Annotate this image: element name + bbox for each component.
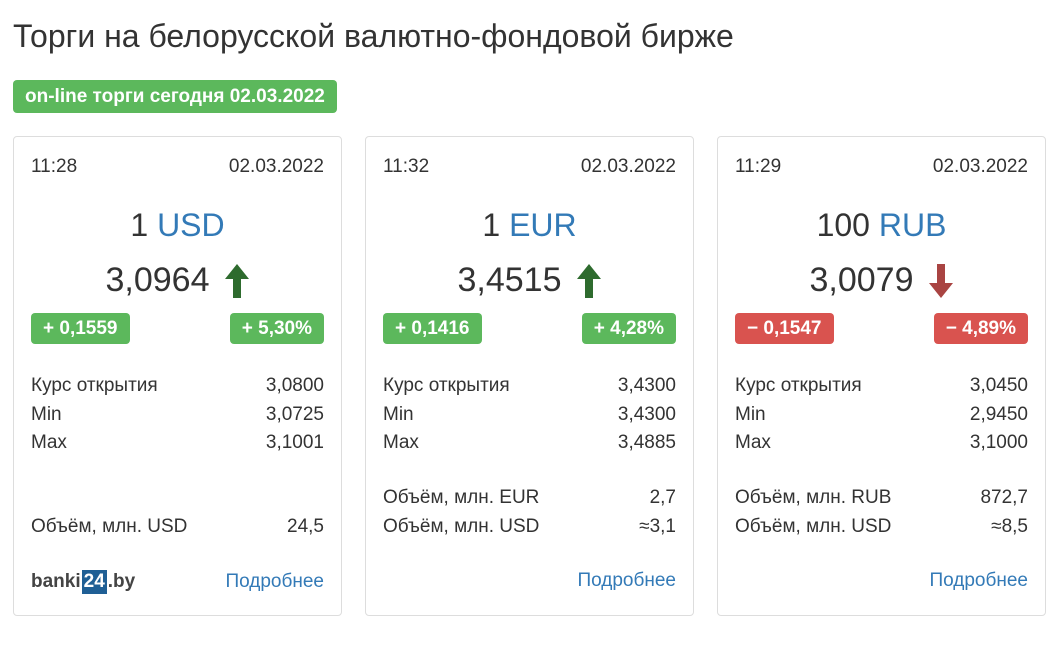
change-row: − 0,1547 − 4,89% <box>735 313 1028 344</box>
details-link-eur[interactable]: Подробнее <box>577 570 676 591</box>
card-footer: Подробнее <box>735 570 1028 592</box>
change-absolute-badge: + 0,1416 <box>383 313 482 344</box>
currency-card-rub: 11:29 02.03.2022 100 RUB 3,0079 − 0,1547… <box>717 136 1046 616</box>
card-date: 02.03.2022 <box>580 156 676 177</box>
stats-list: Курс открытия 3,4300 Min 3,4300 Max 3,48… <box>383 372 676 458</box>
stat-value: 3,0725 <box>265 403 324 425</box>
card-date: 02.03.2022 <box>932 156 1028 177</box>
stat-row-min: Min 3,0725 <box>31 401 324 430</box>
card-date: 02.03.2022 <box>228 156 324 177</box>
card-time: 11:28 <box>31 156 78 177</box>
volumes-list: Объём, млн. EUR 2,7 Объём, млн. USD ≈3,1 <box>383 484 676 541</box>
stat-value: 2,9450 <box>969 403 1028 425</box>
details-link-usd[interactable]: Подробнее <box>225 571 324 592</box>
volume-label: Объём, млн. USD <box>383 515 540 537</box>
stat-label: Max <box>31 432 67 453</box>
session-badge: on-line торги сегодня 02.03.2022 <box>13 80 337 113</box>
stat-value: 3,1000 <box>969 432 1028 453</box>
change-absolute-badge: − 0,1547 <box>735 313 834 344</box>
currency-code: EUR <box>509 207 577 243</box>
logo-suffix: .by <box>107 571 136 592</box>
card-footer: Подробнее <box>383 570 676 592</box>
card-time: 11:29 <box>735 156 782 177</box>
card-time: 11:32 <box>383 156 430 177</box>
change-row: + 0,1559 + 5,30% <box>31 313 324 344</box>
volume-value: ≈3,1 <box>639 515 676 537</box>
volume-value: 872,7 <box>980 487 1028 508</box>
currency-title: 1 USD <box>14 207 341 244</box>
change-absolute-badge: + 0,1559 <box>31 313 130 344</box>
stat-row-min: Min 3,4300 <box>383 401 676 430</box>
stat-label: Курс открытия <box>31 375 158 396</box>
volume-value: 2,7 <box>649 487 676 508</box>
stats-list: Курс открытия 3,0450 Min 2,9450 Max 3,10… <box>735 372 1028 458</box>
logo-prefix: banki <box>31 571 81 592</box>
volume-label: Объём, млн. EUR <box>383 487 540 508</box>
volume-row: Объём, млн. RUB 872,7 <box>735 484 1028 513</box>
stat-value: 3,4300 <box>617 375 676 396</box>
banki24-logo[interactable]: banki 24 .by <box>31 570 135 594</box>
stat-row-open: Курс открытия 3,0450 <box>735 372 1028 401</box>
rate-row: 3,4515 <box>366 261 693 300</box>
stat-label: Курс открытия <box>383 375 510 396</box>
stat-label: Курс открытия <box>735 375 862 396</box>
card-footer: banki 24 .by Подробнее <box>31 570 324 594</box>
card-header: 11:28 02.03.2022 <box>31 156 324 178</box>
rate-row: 3,0964 <box>14 261 341 300</box>
stat-label: Min <box>383 403 414 425</box>
currency-amount: 100 <box>816 207 870 243</box>
currency-title: 1 EUR <box>366 207 693 244</box>
card-header: 11:32 02.03.2022 <box>383 156 676 178</box>
stat-row-open: Курс открытия 3,0800 <box>31 372 324 401</box>
stat-value: 3,0800 <box>265 375 324 396</box>
arrow-up-icon <box>576 263 601 298</box>
card-header: 11:29 02.03.2022 <box>735 156 1028 178</box>
exchange-rate: 3,0964 <box>105 261 210 299</box>
stat-label: Min <box>735 403 766 425</box>
currency-card-eur: 11:32 02.03.2022 1 EUR 3,4515 + 0,1416 +… <box>365 136 694 616</box>
arrow-down-icon <box>928 263 953 298</box>
stat-row-min: Min 2,9450 <box>735 401 1028 430</box>
stat-row-max: Max 3,1001 <box>31 429 324 458</box>
stat-label: Max <box>383 432 419 453</box>
volume-row: Объём, млн. USD ≈8,5 <box>735 513 1028 542</box>
currency-code: USD <box>157 207 225 243</box>
currency-title: 100 RUB <box>718 207 1045 244</box>
volume-value: ≈8,5 <box>991 515 1028 537</box>
currency-amount: 1 <box>482 207 501 243</box>
exchange-rate: 3,0079 <box>809 261 914 299</box>
stat-row-open: Курс открытия 3,4300 <box>383 372 676 401</box>
details-link-rub[interactable]: Подробнее <box>929 570 1028 591</box>
volumes-list: Объём, млн. USD 24,5 <box>31 513 324 542</box>
volume-label: Объём, млн. USD <box>735 515 892 537</box>
volume-row: Объём, млн. EUR 2,7 <box>383 484 676 513</box>
exchange-rate: 3,4515 <box>457 261 562 299</box>
volume-label: Объём, млн. RUB <box>735 487 892 508</box>
currency-card-usd: 11:28 02.03.2022 1 USD 3,0964 + 0,1559 +… <box>13 136 342 616</box>
change-percent-badge: − 4,89% <box>933 313 1028 344</box>
stat-row-max: Max 3,4885 <box>383 429 676 458</box>
volumes-list: Объём, млн. RUB 872,7 Объём, млн. USD ≈8… <box>735 484 1028 541</box>
stat-value: 3,1001 <box>265 432 324 453</box>
stat-value: 3,4885 <box>617 432 676 453</box>
rate-row: 3,0079 <box>718 261 1045 300</box>
change-row: + 0,1416 + 4,28% <box>383 313 676 344</box>
arrow-up-icon <box>224 263 249 298</box>
stat-label: Max <box>735 432 771 453</box>
change-percent-badge: + 5,30% <box>229 313 324 344</box>
currency-code: RUB <box>878 207 947 243</box>
stat-row-max: Max 3,1000 <box>735 429 1028 458</box>
volume-row: Объём, млн. USD 24,5 <box>31 513 324 542</box>
stat-label: Min <box>31 403 62 425</box>
currency-amount: 1 <box>130 207 149 243</box>
stat-value: 3,4300 <box>617 403 676 425</box>
volume-row: Объём, млн. USD ≈3,1 <box>383 513 676 542</box>
page-title: Торги на белорусской валютно-фондовой би… <box>13 18 734 54</box>
change-percent-badge: + 4,28% <box>581 313 676 344</box>
stats-list: Курс открытия 3,0800 Min 3,0725 Max 3,10… <box>31 372 324 458</box>
stat-value: 3,0450 <box>969 375 1028 396</box>
volume-label: Объём, млн. USD <box>31 516 188 537</box>
logo-box: 24 <box>81 570 107 594</box>
volume-value: 24,5 <box>287 516 324 537</box>
